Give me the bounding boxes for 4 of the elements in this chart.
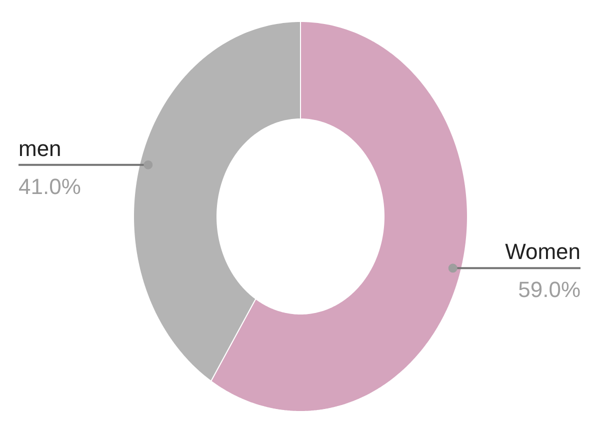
data-label: 59.0% bbox=[518, 277, 581, 302]
data-label: 41.0% bbox=[18, 174, 81, 199]
slice-label: Women bbox=[505, 239, 581, 264]
slice-label: men bbox=[18, 136, 62, 161]
